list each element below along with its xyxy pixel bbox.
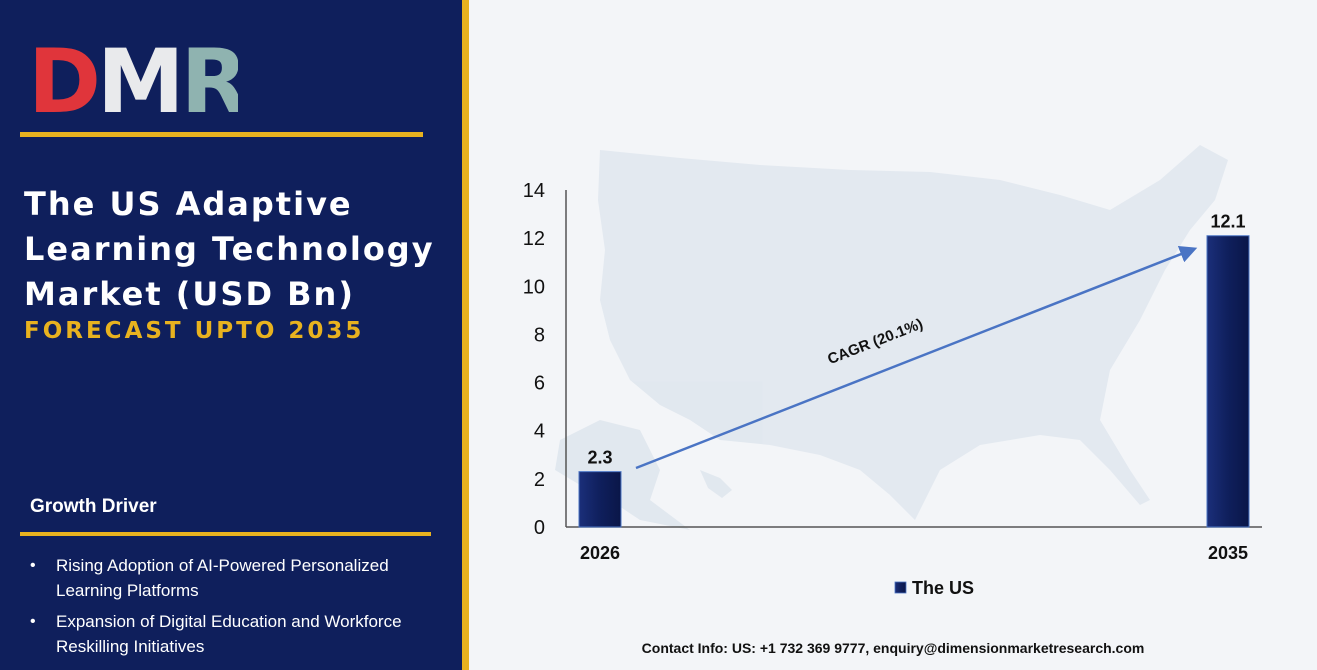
y-tick-label: 2 <box>534 469 545 491</box>
x-tick-label: 2035 <box>1208 543 1248 563</box>
y-tick-labels: 0 2 4 6 8 10 12 14 <box>523 180 545 539</box>
growth-driver-underline <box>20 532 431 536</box>
growth-driver-item: Rising Adoption of AI-Powered Personaliz… <box>30 553 435 603</box>
legend-label: The US <box>912 578 974 598</box>
us-map-background <box>555 145 1228 530</box>
logo-letter-m: M <box>97 38 181 118</box>
growth-driver-heading: Growth Driver <box>30 496 157 517</box>
bar-2035 <box>1206 235 1250 528</box>
data-label: 2.3 <box>587 448 612 468</box>
dmr-logo: DMR <box>28 38 238 118</box>
y-tick-label: 10 <box>523 276 545 298</box>
bar-2026 <box>578 471 622 528</box>
legend-swatch <box>894 581 907 594</box>
growth-driver-list: Rising Adoption of AI-Powered Personaliz… <box>30 553 435 659</box>
logo-letter-d: D <box>28 38 97 118</box>
y-tick-label: 12 <box>523 228 545 250</box>
x-tick-label: 2026 <box>580 543 620 563</box>
data-label: 12.1 <box>1210 212 1245 232</box>
growth-driver-item: Expansion of Digital Education and Workf… <box>30 609 435 659</box>
y-tick-label: 6 <box>534 373 545 395</box>
contact-info: Contact Info: US: +1 732 369 9777, enqui… <box>641 640 1145 656</box>
page-title: The US Adaptive Learning Technology Mark… <box>24 185 435 313</box>
logo-text: DMR <box>28 38 238 118</box>
logo-letter-r: R <box>181 38 238 118</box>
logo-underline <box>20 132 423 137</box>
y-tick-label: 4 <box>534 421 545 443</box>
cagr-arrow <box>635 245 1198 470</box>
y-tick-label: 8 <box>534 324 545 346</box>
bars: 2.3 2026 12.1 2035 <box>578 212 1250 563</box>
y-axis: 0 2 4 6 8 10 12 14 <box>523 180 567 539</box>
y-tick-label: 0 <box>534 517 545 539</box>
y-tick-label: 14 <box>523 180 545 202</box>
legend: The US <box>894 578 974 598</box>
page-subtitle: FORECAST UPTO 2035 <box>24 318 365 344</box>
divider-stripe <box>462 0 469 670</box>
